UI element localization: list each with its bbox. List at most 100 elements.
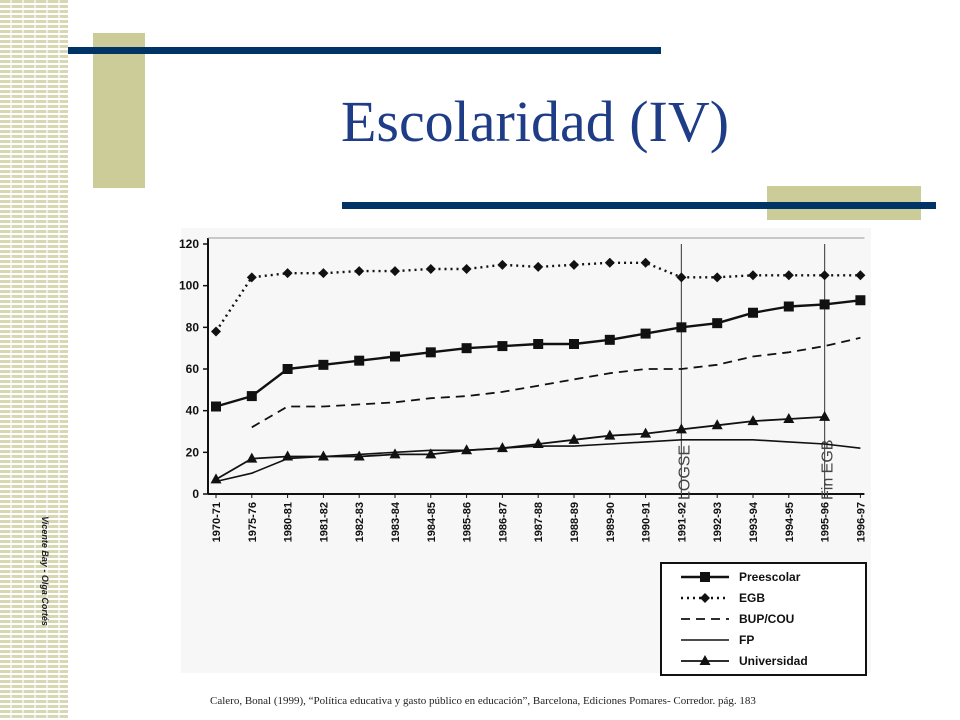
legend-marker-universidad bbox=[699, 655, 711, 665]
data-point-egb bbox=[211, 326, 221, 337]
data-point-universidad bbox=[425, 448, 437, 459]
data-point-egb bbox=[783, 270, 794, 281]
data-point-universidad bbox=[389, 448, 401, 459]
x-tick-label: 1992-93 bbox=[712, 502, 724, 542]
decorative-stripe-band bbox=[0, 0, 68, 720]
data-point-universidad bbox=[747, 415, 759, 426]
data-point-universidad bbox=[532, 438, 544, 448]
legend-label-bup-cou: BUP/COU bbox=[739, 612, 794, 626]
data-point-universidad bbox=[246, 452, 258, 463]
decorative-line-right bbox=[342, 202, 936, 209]
data-point-preescolar bbox=[712, 318, 723, 329]
legend-label-fp: FP bbox=[739, 633, 754, 647]
annotation-label: LOGSE bbox=[676, 445, 693, 500]
legend-box bbox=[660, 562, 867, 676]
data-point-egb bbox=[748, 270, 758, 281]
x-tick-label: 1988-89 bbox=[569, 502, 581, 542]
data-point-preescolar bbox=[211, 401, 221, 412]
data-point-universidad bbox=[568, 433, 580, 444]
data-point-egb bbox=[461, 264, 472, 274]
series-line-bup-cou bbox=[251, 336, 861, 429]
y-tick-label: 80 bbox=[186, 320, 200, 334]
series-line-universidad bbox=[215, 416, 825, 481]
legend-marker-preescolar bbox=[700, 572, 710, 582]
data-point-egb bbox=[318, 268, 329, 279]
data-point-preescolar bbox=[497, 341, 508, 352]
data-point-universidad bbox=[353, 450, 365, 461]
data-point-universidad bbox=[461, 444, 473, 455]
series-line-preescolar bbox=[215, 299, 861, 408]
legend-label-preescolar: Preescolar bbox=[739, 570, 801, 584]
data-point-egb bbox=[569, 259, 579, 270]
x-tick-label: 1990-91 bbox=[641, 502, 653, 542]
x-tick-label: 1995-96 bbox=[820, 502, 832, 542]
y-tick-label: 100 bbox=[179, 279, 199, 293]
x-tick-label: 1970-71 bbox=[211, 502, 223, 542]
x-tick-label: 1982-83 bbox=[354, 502, 366, 542]
data-point-egb bbox=[676, 272, 687, 283]
y-tick-label: 120 bbox=[179, 237, 199, 251]
data-point-egb bbox=[640, 257, 651, 268]
data-point-preescolar bbox=[246, 391, 257, 402]
data-point-egb bbox=[282, 268, 293, 279]
x-tick-label: 1984-85 bbox=[426, 502, 438, 542]
data-point-preescolar bbox=[640, 328, 651, 339]
data-point-preescolar bbox=[533, 339, 544, 349]
y-tick-label: 0 bbox=[192, 487, 199, 501]
data-point-egb bbox=[497, 259, 508, 270]
x-tick-label: 1987-88 bbox=[533, 502, 545, 542]
data-point-preescolar bbox=[569, 339, 579, 349]
data-point-universidad bbox=[640, 427, 652, 438]
data-point-egb bbox=[604, 257, 615, 268]
x-tick-label: 1981-82 bbox=[318, 502, 330, 542]
data-point-preescolar bbox=[425, 347, 436, 358]
data-point-preescolar bbox=[819, 299, 830, 310]
data-point-egb bbox=[855, 270, 866, 281]
y-tick-label: 60 bbox=[186, 362, 200, 376]
data-point-preescolar bbox=[855, 295, 866, 306]
data-point-universidad bbox=[210, 473, 222, 484]
x-tick-label: 1975-76 bbox=[247, 502, 259, 542]
data-point-egb bbox=[390, 266, 400, 277]
x-tick-label: 1991-92 bbox=[676, 502, 688, 542]
data-point-egb bbox=[819, 270, 830, 281]
x-tick-label: 1996-97 bbox=[855, 502, 867, 542]
data-point-universidad bbox=[675, 423, 687, 434]
decorative-block-left bbox=[93, 33, 145, 188]
x-tick-label: 1994-95 bbox=[784, 502, 796, 542]
data-point-universidad bbox=[783, 413, 795, 423]
data-point-universidad bbox=[317, 450, 329, 461]
y-tick-label: 40 bbox=[186, 404, 200, 418]
data-point-preescolar bbox=[604, 334, 615, 345]
data-point-egb bbox=[712, 272, 723, 283]
data-point-preescolar bbox=[461, 343, 472, 354]
data-point-universidad bbox=[282, 450, 294, 461]
y-tick-label: 20 bbox=[186, 445, 200, 459]
data-point-preescolar bbox=[748, 307, 758, 318]
x-tick-label: 1983-84 bbox=[390, 501, 402, 542]
data-point-universidad bbox=[604, 429, 616, 440]
legend-label-egb: EGB bbox=[739, 591, 765, 605]
data-point-preescolar bbox=[676, 322, 687, 333]
x-tick-label: 1980-81 bbox=[283, 502, 295, 542]
series-line-egb bbox=[214, 261, 861, 333]
data-point-preescolar bbox=[318, 359, 329, 370]
source-citation: Calero, Bonal (1999), “Política educativ… bbox=[210, 695, 756, 707]
annotation-label: Fin EGB bbox=[820, 440, 837, 500]
data-point-preescolar bbox=[354, 355, 365, 366]
x-tick-label: 1986-87 bbox=[497, 502, 509, 542]
data-point-egb bbox=[533, 261, 544, 272]
data-point-egb bbox=[425, 264, 436, 274]
data-point-universidad bbox=[496, 442, 508, 453]
legend-marker-egb bbox=[700, 593, 710, 603]
data-point-universidad bbox=[819, 410, 831, 421]
data-point-egb bbox=[354, 266, 365, 277]
data-point-egb bbox=[246, 272, 257, 283]
data-point-preescolar bbox=[282, 364, 293, 374]
data-point-preescolar bbox=[390, 351, 400, 362]
x-tick-label: 1989-90 bbox=[605, 502, 617, 542]
slide-title: Escolaridad (IV) bbox=[340, 89, 730, 154]
decorative-line-top bbox=[68, 47, 661, 54]
data-point-preescolar bbox=[783, 301, 794, 312]
